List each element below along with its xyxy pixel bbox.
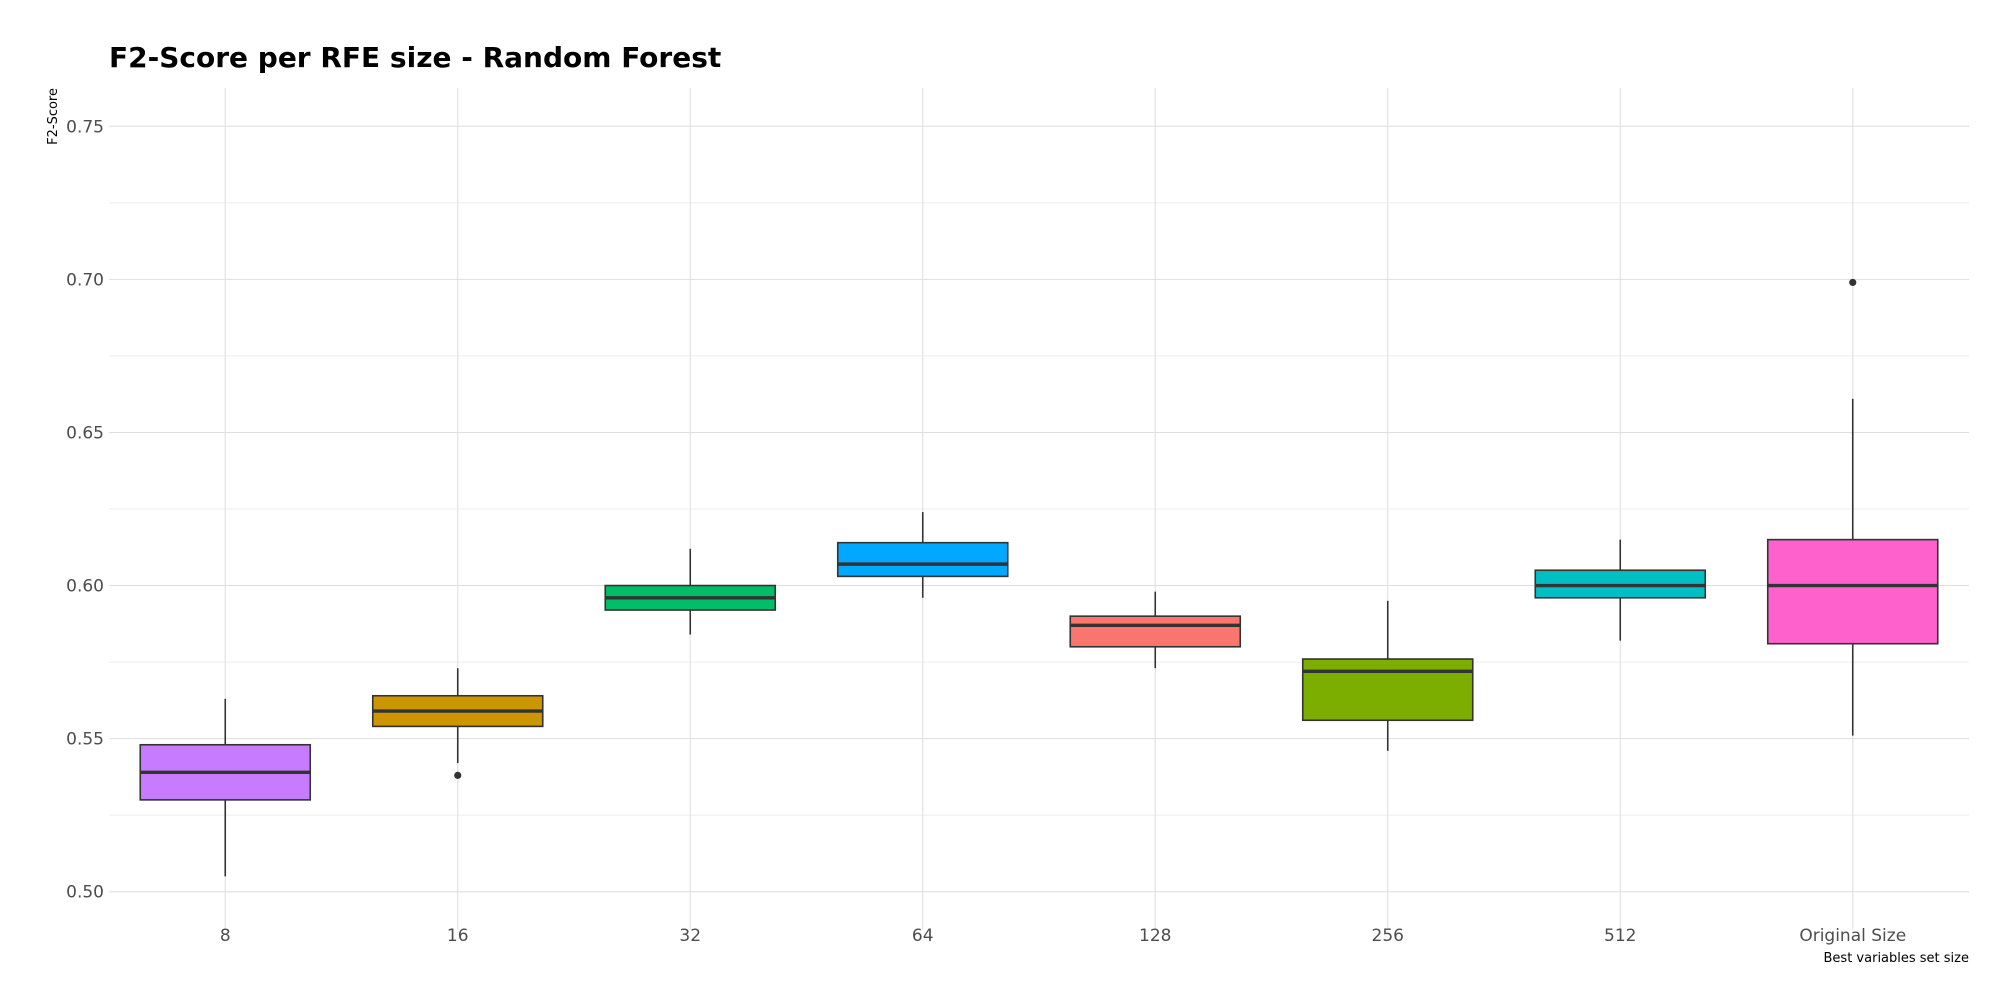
outlier-point — [454, 771, 462, 779]
y-axis-title: F2-Score — [46, 88, 61, 145]
x-tick-label: 16 — [447, 926, 469, 946]
box-iqr — [1301, 658, 1474, 722]
outlier-point — [1849, 278, 1857, 287]
chart-title: F2-Score per RFE size - Random Forest — [109, 41, 721, 74]
box-group — [371, 668, 544, 779]
x-tick-label: 32 — [679, 926, 701, 946]
box-group — [1069, 591, 1242, 669]
box-group — [1301, 600, 1474, 751]
x-tick-label: Original Size — [1799, 926, 1906, 946]
box-group — [836, 512, 1009, 598]
y-tick-label: 0.60 — [66, 577, 104, 597]
x-tick-label: 128 — [1139, 926, 1171, 946]
x-tick-label: 256 — [1372, 926, 1404, 946]
box-group — [1534, 539, 1707, 641]
boxes — [139, 278, 1939, 877]
y-tick-label: 0.75 — [66, 117, 104, 137]
box-group — [139, 698, 312, 877]
box-group — [604, 548, 777, 635]
x-tick-label: 64 — [912, 926, 934, 946]
x-tick-label: 8 — [220, 926, 231, 946]
x-tick-label: 512 — [1604, 926, 1636, 946]
box-iqr — [1766, 538, 1939, 645]
x-axis-title: Best variables set size — [1824, 951, 1969, 966]
box-iqr — [1069, 615, 1242, 648]
gridlines — [109, 88, 1969, 930]
box-iqr — [836, 541, 1009, 578]
y-tick-label: 0.55 — [66, 730, 104, 750]
x-tick-labels: 8 16 32 64 128 256 512 Original Size — [220, 926, 1906, 946]
y-tick-label: 0.50 — [66, 883, 104, 903]
y-tick-label: 0.70 — [66, 270, 104, 290]
y-tick-label: 0.65 — [66, 423, 104, 443]
box-group — [1766, 278, 1939, 736]
y-tick-labels: 0.50 0.55 0.60 0.65 0.70 0.75 — [66, 117, 104, 902]
